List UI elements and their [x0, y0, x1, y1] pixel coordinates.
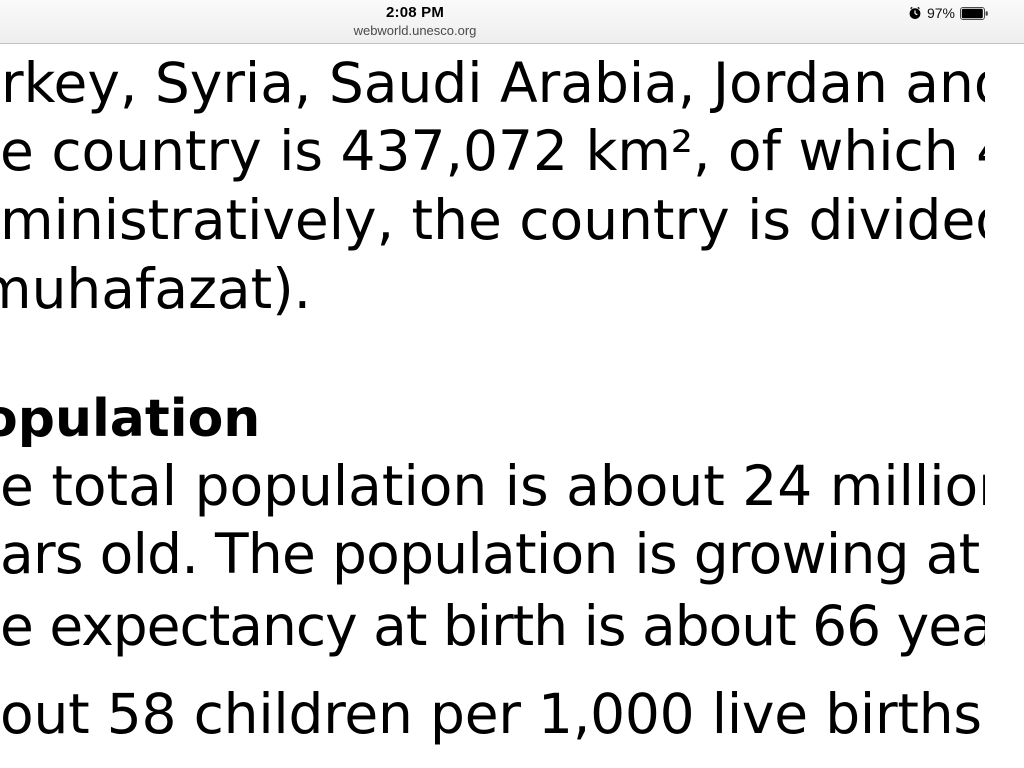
status-icons: 97%: [908, 0, 988, 26]
alarm-clock-icon: [908, 6, 922, 20]
status-bar: 2:08 PM webworld.unesco.org 97%: [0, 0, 1024, 44]
text-line-8: out 58 children per 1,000 live births: [0, 682, 982, 746]
status-time: 2:08 PM: [385, 4, 445, 21]
text-line-6: ars old. The population is growing at: [0, 522, 980, 586]
text-line-5: e total population is about 24 million: [0, 454, 985, 518]
text-line-3: ministratively, the country is divided: [0, 188, 985, 252]
text-line-7: e expectancy at birth is about 66 years: [0, 594, 985, 658]
battery-icon: [960, 6, 988, 20]
webpage-content[interactable]: rkey, Syria, Saudi Arabia, Jordan and e …: [0, 44, 985, 768]
section-heading-population: opulation: [0, 389, 261, 449]
address-bar[interactable]: webworld.unesco.org: [353, 23, 477, 38]
battery-percent: 97%: [926, 5, 955, 21]
text-line-2: e country is 437,072 km², of which 4: [0, 119, 985, 183]
text-line-4: muhafazat).: [0, 257, 312, 321]
text-line-1: rkey, Syria, Saudi Arabia, Jordan and: [1, 51, 985, 115]
